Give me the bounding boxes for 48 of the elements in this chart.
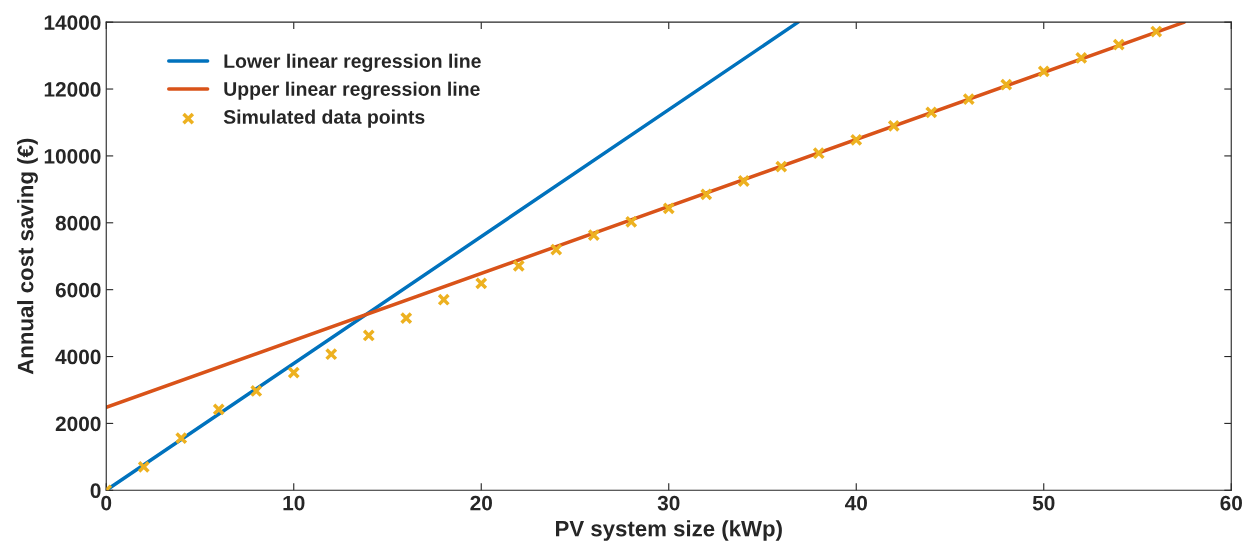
y-tick-label: 4000: [55, 349, 101, 365]
y-tick-label: 14000: [44, 15, 101, 30]
point: [624, 215, 638, 229]
point: [812, 146, 826, 160]
x-tick-label: 40: [844, 495, 867, 511]
x-tick-label: 10: [283, 495, 305, 511]
y-tick-label: 8000: [55, 215, 101, 231]
point: [662, 202, 676, 215]
point: [512, 259, 526, 273]
point: [1037, 64, 1051, 78]
y-axis-title: Annual cost saving (€): [17, 138, 38, 375]
point: [549, 243, 563, 256]
point: [587, 228, 601, 242]
point: [774, 160, 788, 174]
point: [474, 276, 488, 290]
legend-label: Simulated data points: [223, 109, 425, 128]
point: [849, 133, 863, 147]
y-tick-label: 12000: [44, 82, 101, 97]
point: [137, 460, 151, 474]
y-tick-label: 6000: [55, 282, 101, 298]
y-tick-label: 2000: [55, 416, 101, 432]
legend-label: Upper linear regression line: [224, 81, 480, 100]
point: [699, 187, 713, 201]
y-tick-label: 10000: [44, 148, 101, 164]
point: [324, 347, 338, 361]
point: [287, 366, 301, 379]
point: [249, 384, 263, 398]
point: [437, 293, 451, 307]
x-tick-label: 50: [1032, 495, 1055, 511]
point: [362, 329, 376, 342]
legend-label: Lower linear regression line: [224, 53, 481, 72]
point: [1112, 38, 1126, 51]
point: [399, 311, 413, 325]
point: [999, 78, 1013, 92]
point: [212, 402, 226, 416]
x-tick-label: 20: [470, 495, 492, 511]
y-tick-label: 0: [90, 483, 101, 499]
point: [924, 106, 938, 119]
x-tick-label: 30: [657, 495, 680, 511]
point: [1074, 51, 1088, 65]
point: [174, 431, 188, 445]
point: [962, 92, 976, 106]
x-tick-label: 60: [1220, 495, 1242, 511]
x-axis-title: PV system size (kWp): [556, 520, 782, 541]
point: [1149, 25, 1163, 38]
x-tick-label: 0: [101, 495, 112, 511]
point: [887, 119, 901, 133]
point: [737, 174, 751, 188]
